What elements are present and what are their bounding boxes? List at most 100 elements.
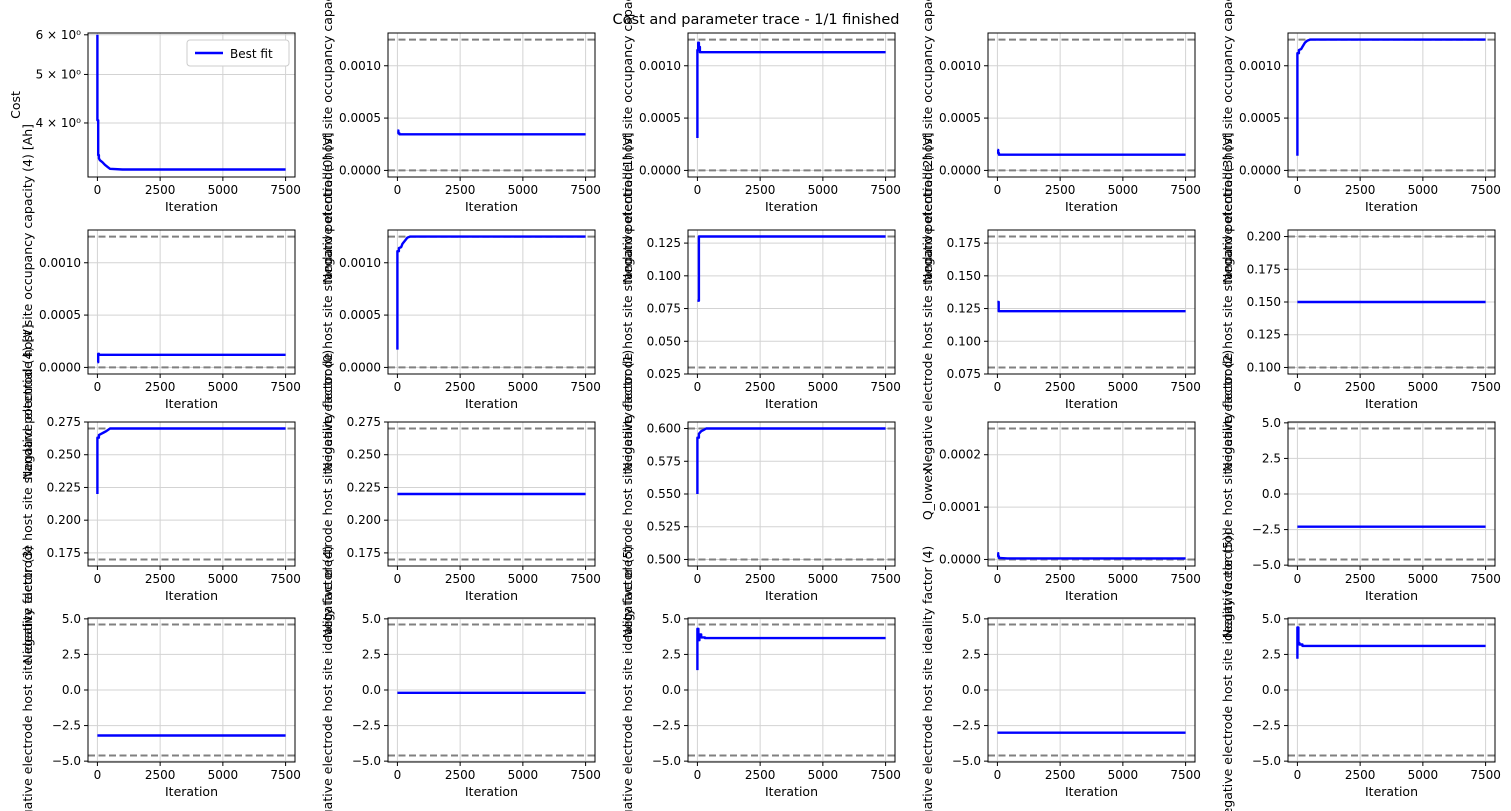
plot-frame (87, 32, 296, 178)
y-tick-label: 0.0010 (1239, 59, 1281, 73)
x-axis-label: Iteration (465, 784, 518, 799)
x-tick-label: 2500 (145, 183, 176, 197)
x-axis-label: Iteration (765, 588, 818, 603)
y-tick-label: −5.0 (952, 754, 981, 768)
x-tick-label: 7500 (570, 768, 601, 782)
subplot-14: 0 2500 5000 7500 Iteration −5.0 −2.5 0.0 2.5 5.0 N… (1220, 350, 1501, 639)
subplot-9: 0 2500 5000 7500 Iteration 0.100 0.125 0.150 0.1… (1220, 132, 1501, 471)
y-tick-label: 5.0 (1262, 416, 1281, 430)
plot-frame (687, 32, 896, 178)
x-tick-label: 7500 (1170, 768, 1201, 782)
x-tick-label: 0 (694, 572, 702, 586)
y-tick-label: 0.0010 (639, 59, 681, 73)
x-tick-label: 2500 (745, 183, 776, 197)
y-tick-label: −2.5 (952, 719, 981, 733)
x-tick-label: 7500 (1470, 380, 1501, 394)
x-tick-label: 7500 (1170, 183, 1201, 197)
x-tick-label: 2500 (445, 572, 476, 586)
x-tick-label: 0 (1294, 183, 1302, 197)
y-tick-label: 0.225 (347, 480, 381, 494)
x-tick-label: 5000 (808, 183, 839, 197)
y-tick-label: 0.125 (1247, 328, 1281, 342)
y-tick-label: 0.600 (647, 422, 681, 436)
subplot-4: 0 2500 5000 7500 Iteration 0.0000 0.0005 0.0010… (1220, 0, 1501, 283)
x-tick-label: 7500 (570, 572, 601, 586)
plot-frame (987, 421, 1196, 567)
x-tick-label: 5000 (1408, 768, 1439, 782)
y-tick-label: 4 × 10⁰ (36, 116, 82, 130)
plot-frame (387, 421, 596, 567)
y-axis-label: Negative electrode host site ideality fa… (20, 546, 35, 811)
x-tick-label: 0 (394, 572, 402, 586)
best-fit-trace (696, 627, 886, 671)
subplot-grid: 0 2500 5000 7500 Iteration 4 × 10⁰ 5 × 10⁰ 6 × … (8, 0, 1501, 811)
y-tick-label: −2.5 (52, 719, 81, 733)
x-tick-label: 7500 (1470, 572, 1501, 586)
y-tick-label: 2.5 (1262, 647, 1281, 661)
best-fit-trace (1296, 626, 1486, 659)
y-tick-label: 0.0005 (339, 308, 381, 322)
x-axis-label: Iteration (1065, 199, 1118, 214)
x-tick-label: 0 (1294, 380, 1302, 394)
best-fit-trace (997, 300, 1186, 313)
y-tick-label: 0.0010 (339, 59, 381, 73)
x-tick-label: 5000 (208, 768, 239, 782)
plot-frame (387, 229, 596, 375)
x-tick-label: 5000 (208, 572, 239, 586)
y-tick-label: 0.0000 (339, 360, 381, 374)
x-tick-label: 0 (394, 768, 402, 782)
y-axis-label: Negative electrode host site ideality fa… (620, 546, 635, 811)
x-axis-label: Iteration (1065, 396, 1118, 411)
x-tick-label: 7500 (1470, 768, 1501, 782)
best-fit-trace (697, 235, 886, 302)
x-tick-label: 5000 (208, 183, 239, 197)
x-tick-label: 0 (394, 380, 402, 394)
subplot-1: 0 2500 5000 7500 Iteration 0.0000 0.0005 0.0010… (320, 0, 601, 283)
x-tick-label: 7500 (1170, 380, 1201, 394)
y-tick-label: 5.0 (362, 612, 381, 626)
x-tick-label: 7500 (870, 380, 901, 394)
y-tick-label: 0.175 (47, 546, 81, 560)
subplot-5: 0 2500 5000 7500 Iteration 0.0000 0.0005 0.0010… (20, 124, 301, 480)
y-tick-label: 0.200 (1247, 230, 1281, 244)
x-tick-label: 2500 (145, 768, 176, 782)
subplot-15: 0 2500 5000 7500 Iteration −5.0 −2.5 0.0 2.5 5.0 N… (20, 546, 301, 811)
x-tick-label: 2500 (1345, 183, 1376, 197)
y-axis-label: Negative electrode host site occupancy c… (320, 0, 335, 283)
subplot-18: 0 2500 5000 7500 Iteration −5.0 −2.5 0.0 2.5 5.0 N… (920, 546, 1201, 811)
x-tick-label: 5000 (808, 572, 839, 586)
best-fit-trace (397, 129, 586, 136)
x-axis-label: Iteration (465, 588, 518, 603)
legend-label: Best fit (230, 47, 273, 61)
x-tick-label: 7500 (270, 183, 301, 197)
x-axis-label: Iteration (465, 199, 518, 214)
y-tick-label: −2.5 (1252, 719, 1281, 733)
y-tick-label: 0.250 (47, 448, 81, 462)
y-tick-label: 0.0000 (939, 163, 981, 177)
subplot-12: 0 2500 5000 7500 Iteration 0.500 0.525 0.550 0.5… (620, 350, 901, 639)
x-tick-label: 5000 (508, 572, 539, 586)
y-axis-label: Negative electrode host site standard po… (1220, 132, 1235, 471)
x-axis-label: Iteration (1365, 396, 1418, 411)
y-axis-label: Q_lowex (920, 468, 935, 520)
x-axis-label: Iteration (765, 199, 818, 214)
x-tick-label: 2500 (145, 380, 176, 394)
plot-frame (87, 421, 296, 567)
subplot-7: 0 2500 5000 7500 Iteration 0.025 0.050 0.075 0.1… (620, 132, 901, 471)
x-axis-label: Iteration (765, 784, 818, 799)
x-axis-label: Iteration (1365, 199, 1418, 214)
x-axis-label: Iteration (1365, 784, 1418, 799)
best-fit-trace (997, 148, 1186, 156)
subplot-3: 0 2500 5000 7500 Iteration 0.0000 0.0005 0.0010… (920, 0, 1201, 283)
y-tick-label: 0.0 (962, 683, 981, 697)
x-tick-label: 7500 (570, 380, 601, 394)
plot-frame (687, 229, 896, 375)
x-tick-label: 5000 (208, 380, 239, 394)
y-tick-label: 2.5 (962, 647, 981, 661)
y-tick-label: 0.125 (947, 302, 981, 316)
y-tick-label: 0.0005 (39, 308, 81, 322)
x-tick-label: 5000 (1108, 380, 1139, 394)
y-tick-label: 5.0 (962, 612, 981, 626)
x-tick-label: 0 (994, 768, 1002, 782)
x-tick-label: 7500 (1170, 572, 1201, 586)
